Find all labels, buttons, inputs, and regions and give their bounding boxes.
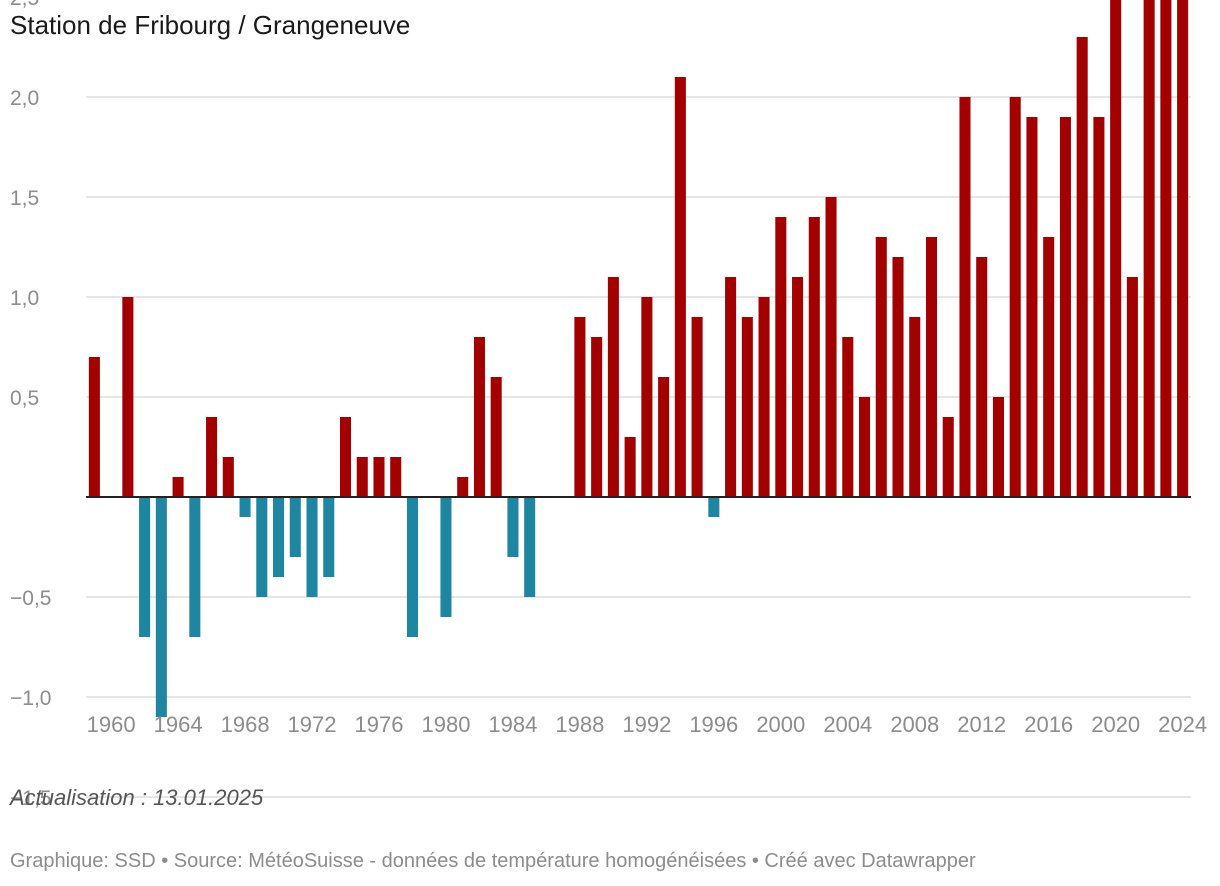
- bar-1988: [574, 317, 586, 497]
- bar-2001: [792, 277, 804, 497]
- bar-1982: [473, 337, 485, 497]
- x-tick-label: 2004: [823, 712, 872, 737]
- x-axis-ticks: 1960 1964 1968 1972 1976 1980 1984 1988 1992 1996…: [87, 712, 1207, 737]
- bar-1959: [88, 357, 100, 497]
- y-tick-label: 0,5: [10, 387, 39, 410]
- bar-2012: [976, 257, 988, 497]
- footer-credits: Graphique: SSD • Source: MétéoSuisse - d…: [10, 850, 976, 872]
- bar-2019: [1093, 117, 1105, 497]
- bar-1969: [256, 497, 268, 597]
- bar-2011: [959, 97, 971, 497]
- bar-1973: [323, 497, 335, 577]
- bar-1967: [222, 457, 234, 497]
- bar-1998: [741, 317, 753, 497]
- bar-2020: [1110, 0, 1122, 497]
- bar-2002: [808, 217, 820, 497]
- bar-1990: [607, 277, 619, 497]
- x-tick-label: 1984: [488, 712, 537, 737]
- x-tick-label: 1988: [555, 712, 604, 737]
- bar-1989: [591, 337, 603, 497]
- x-tick-label: 1980: [422, 712, 471, 737]
- bar-2009: [925, 237, 938, 497]
- y-tick-label: 1,0: [10, 287, 39, 310]
- x-tick-label: 2024: [1158, 712, 1207, 737]
- bar-1985: [524, 497, 536, 597]
- y-tick-label: 2,5: [10, 0, 39, 10]
- bar-1971: [289, 497, 301, 557]
- bar-2022: [1143, 0, 1155, 497]
- bar-1996: [708, 497, 720, 517]
- bar-1974: [339, 417, 352, 497]
- bar-2024: [1177, 0, 1189, 497]
- bar-2007: [892, 257, 904, 497]
- x-tick-label: 1968: [221, 712, 270, 737]
- bar-1964: [172, 477, 184, 497]
- bar-1993: [658, 377, 670, 497]
- y-tick-label: −0,5: [10, 587, 51, 610]
- bar-2023: [1160, 0, 1172, 497]
- x-tick-label: 2008: [890, 712, 939, 737]
- bar-1963: [155, 497, 167, 717]
- bar-1992: [641, 297, 653, 497]
- bar-1978: [406, 497, 418, 637]
- bar-1997: [725, 277, 737, 497]
- bar-2006: [875, 237, 887, 497]
- bar-2017: [1059, 117, 1071, 497]
- grid-lines: [86, 96, 1191, 798]
- bar-2008: [909, 317, 921, 497]
- bar-2015: [1026, 117, 1038, 497]
- bar-2016: [1043, 237, 1055, 497]
- bar-2021: [1126, 277, 1138, 497]
- bar-1972: [306, 497, 318, 597]
- bar-2004: [842, 337, 854, 497]
- bar-1975: [356, 457, 368, 497]
- bar-1962: [139, 497, 151, 637]
- bar-2003: [825, 197, 837, 497]
- bar-1983: [490, 377, 502, 497]
- bar-1984: [507, 497, 519, 557]
- bar-2018: [1076, 37, 1088, 497]
- y-tick-label: 1,5: [10, 187, 39, 210]
- x-tick-label: 1976: [355, 712, 404, 737]
- bar-1961: [122, 297, 134, 497]
- y-tick-label: −1,0: [10, 687, 51, 710]
- x-tick-label: 1972: [288, 712, 337, 737]
- bars: [88, 0, 1189, 717]
- bar-1976: [373, 457, 385, 497]
- x-tick-label: 1964: [154, 712, 203, 737]
- bar-1995: [691, 317, 703, 497]
- bar-1991: [624, 437, 636, 497]
- y-tick-label: −1,5: [10, 787, 51, 810]
- bar-1965: [189, 497, 201, 637]
- bar-1966: [206, 417, 218, 497]
- bar-1980: [440, 497, 452, 617]
- bar-1970: [273, 497, 285, 577]
- bar-2010: [942, 417, 954, 497]
- bar-2000: [775, 217, 787, 497]
- x-tick-label: 1992: [622, 712, 671, 737]
- x-tick-label: 2012: [957, 712, 1006, 737]
- y-axis-ticks: 3,5 °C3,02,52,01,51,00,5−0,5−1,0−1,5: [10, 0, 51, 810]
- bar-1981: [457, 477, 469, 497]
- bar-2014: [1009, 97, 1021, 497]
- x-tick-label: 1960: [87, 712, 136, 737]
- bar-1999: [758, 297, 770, 497]
- x-tick-label: 2016: [1024, 712, 1073, 737]
- x-tick-label: 2000: [756, 712, 805, 737]
- y-tick-label: 2,0: [10, 87, 39, 110]
- chart-title: Station de Fribourg / Grangeneuve: [10, 10, 411, 40]
- bar-1968: [239, 497, 251, 517]
- bar-2005: [859, 397, 871, 497]
- x-tick-label: 2020: [1091, 712, 1140, 737]
- bar-1994: [674, 77, 686, 497]
- bar-1977: [390, 457, 402, 497]
- x-tick-label: 1996: [689, 712, 738, 737]
- update-note: Actualisation : 13.01.2025: [10, 785, 264, 810]
- bar-2013: [992, 397, 1004, 497]
